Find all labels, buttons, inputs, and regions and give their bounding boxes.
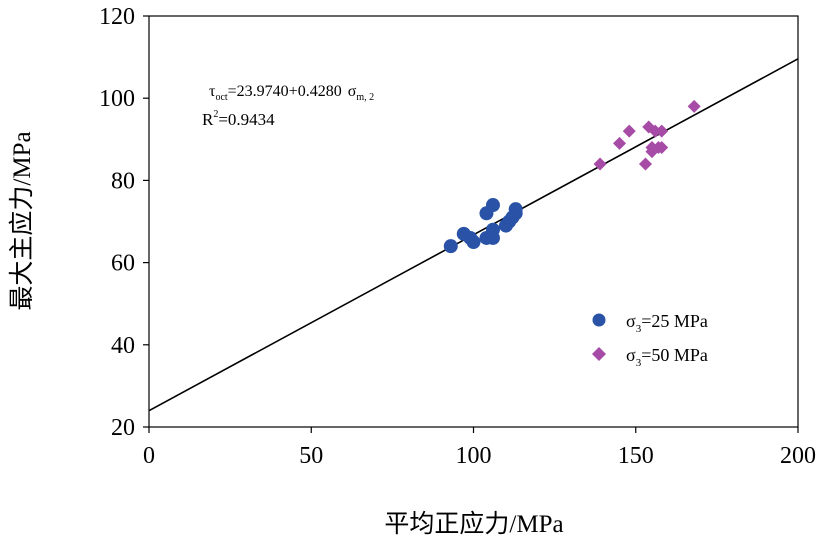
data-point-circle — [485, 230, 500, 245]
x-tick-label: 100 — [456, 443, 492, 469]
data-point-diamond — [622, 124, 636, 138]
legend: σ3=25 MPa σ3=50 MPa — [592, 311, 708, 369]
data-point-circle — [443, 239, 458, 254]
data-point-diamond — [593, 157, 607, 171]
y-tick-label: 80 — [111, 168, 135, 194]
y-tick-label: 60 — [111, 251, 135, 277]
data-point-diamond — [655, 141, 669, 155]
data-point-diamond — [655, 124, 669, 138]
y-tick-label: 40 — [111, 333, 135, 359]
x-axis-ticks: 0 50 100 150 200 — [143, 427, 816, 469]
legend-label-series-0: σ3=25 MPa — [626, 311, 708, 335]
data-point-diamond — [687, 99, 701, 113]
x-axis-title: 平均正应力/MPa — [384, 510, 563, 538]
data-point-circle — [466, 235, 481, 250]
data-point-circle — [485, 198, 500, 213]
x-tick-label: 200 — [780, 443, 816, 469]
x-tick-label: 50 — [299, 443, 323, 469]
equation-annotation: τoct=23.9740+0.4280 σm, 2 R2=0.9434 — [202, 83, 374, 129]
y-tick-label: 20 — [111, 415, 135, 441]
x-tick-label: 0 — [143, 443, 155, 469]
plot-area — [148, 15, 799, 428]
data-point-diamond — [638, 157, 652, 171]
series-sigma3-50 — [593, 99, 701, 171]
x-tick-label: 150 — [618, 443, 654, 469]
series-sigma3-25 — [443, 198, 523, 254]
legend-label-series-1: σ3=50 MPa — [626, 345, 708, 369]
legend-marker-circle — [592, 313, 606, 327]
data-point-circle — [508, 202, 523, 217]
r-squared-text: R2=0.9434 — [202, 109, 275, 129]
y-tick-label: 120 — [99, 4, 135, 30]
legend-marker-diamond — [592, 347, 606, 361]
y-axis-ticks: 20 40 60 80 100 120 — [99, 4, 149, 441]
data-point-diamond — [613, 136, 627, 150]
y-axis-title: 最大主应力/MPa — [8, 131, 36, 310]
equation-text: τoct=23.9740+0.4280 σm, 2 — [209, 83, 374, 103]
y-tick-label: 100 — [99, 86, 135, 112]
